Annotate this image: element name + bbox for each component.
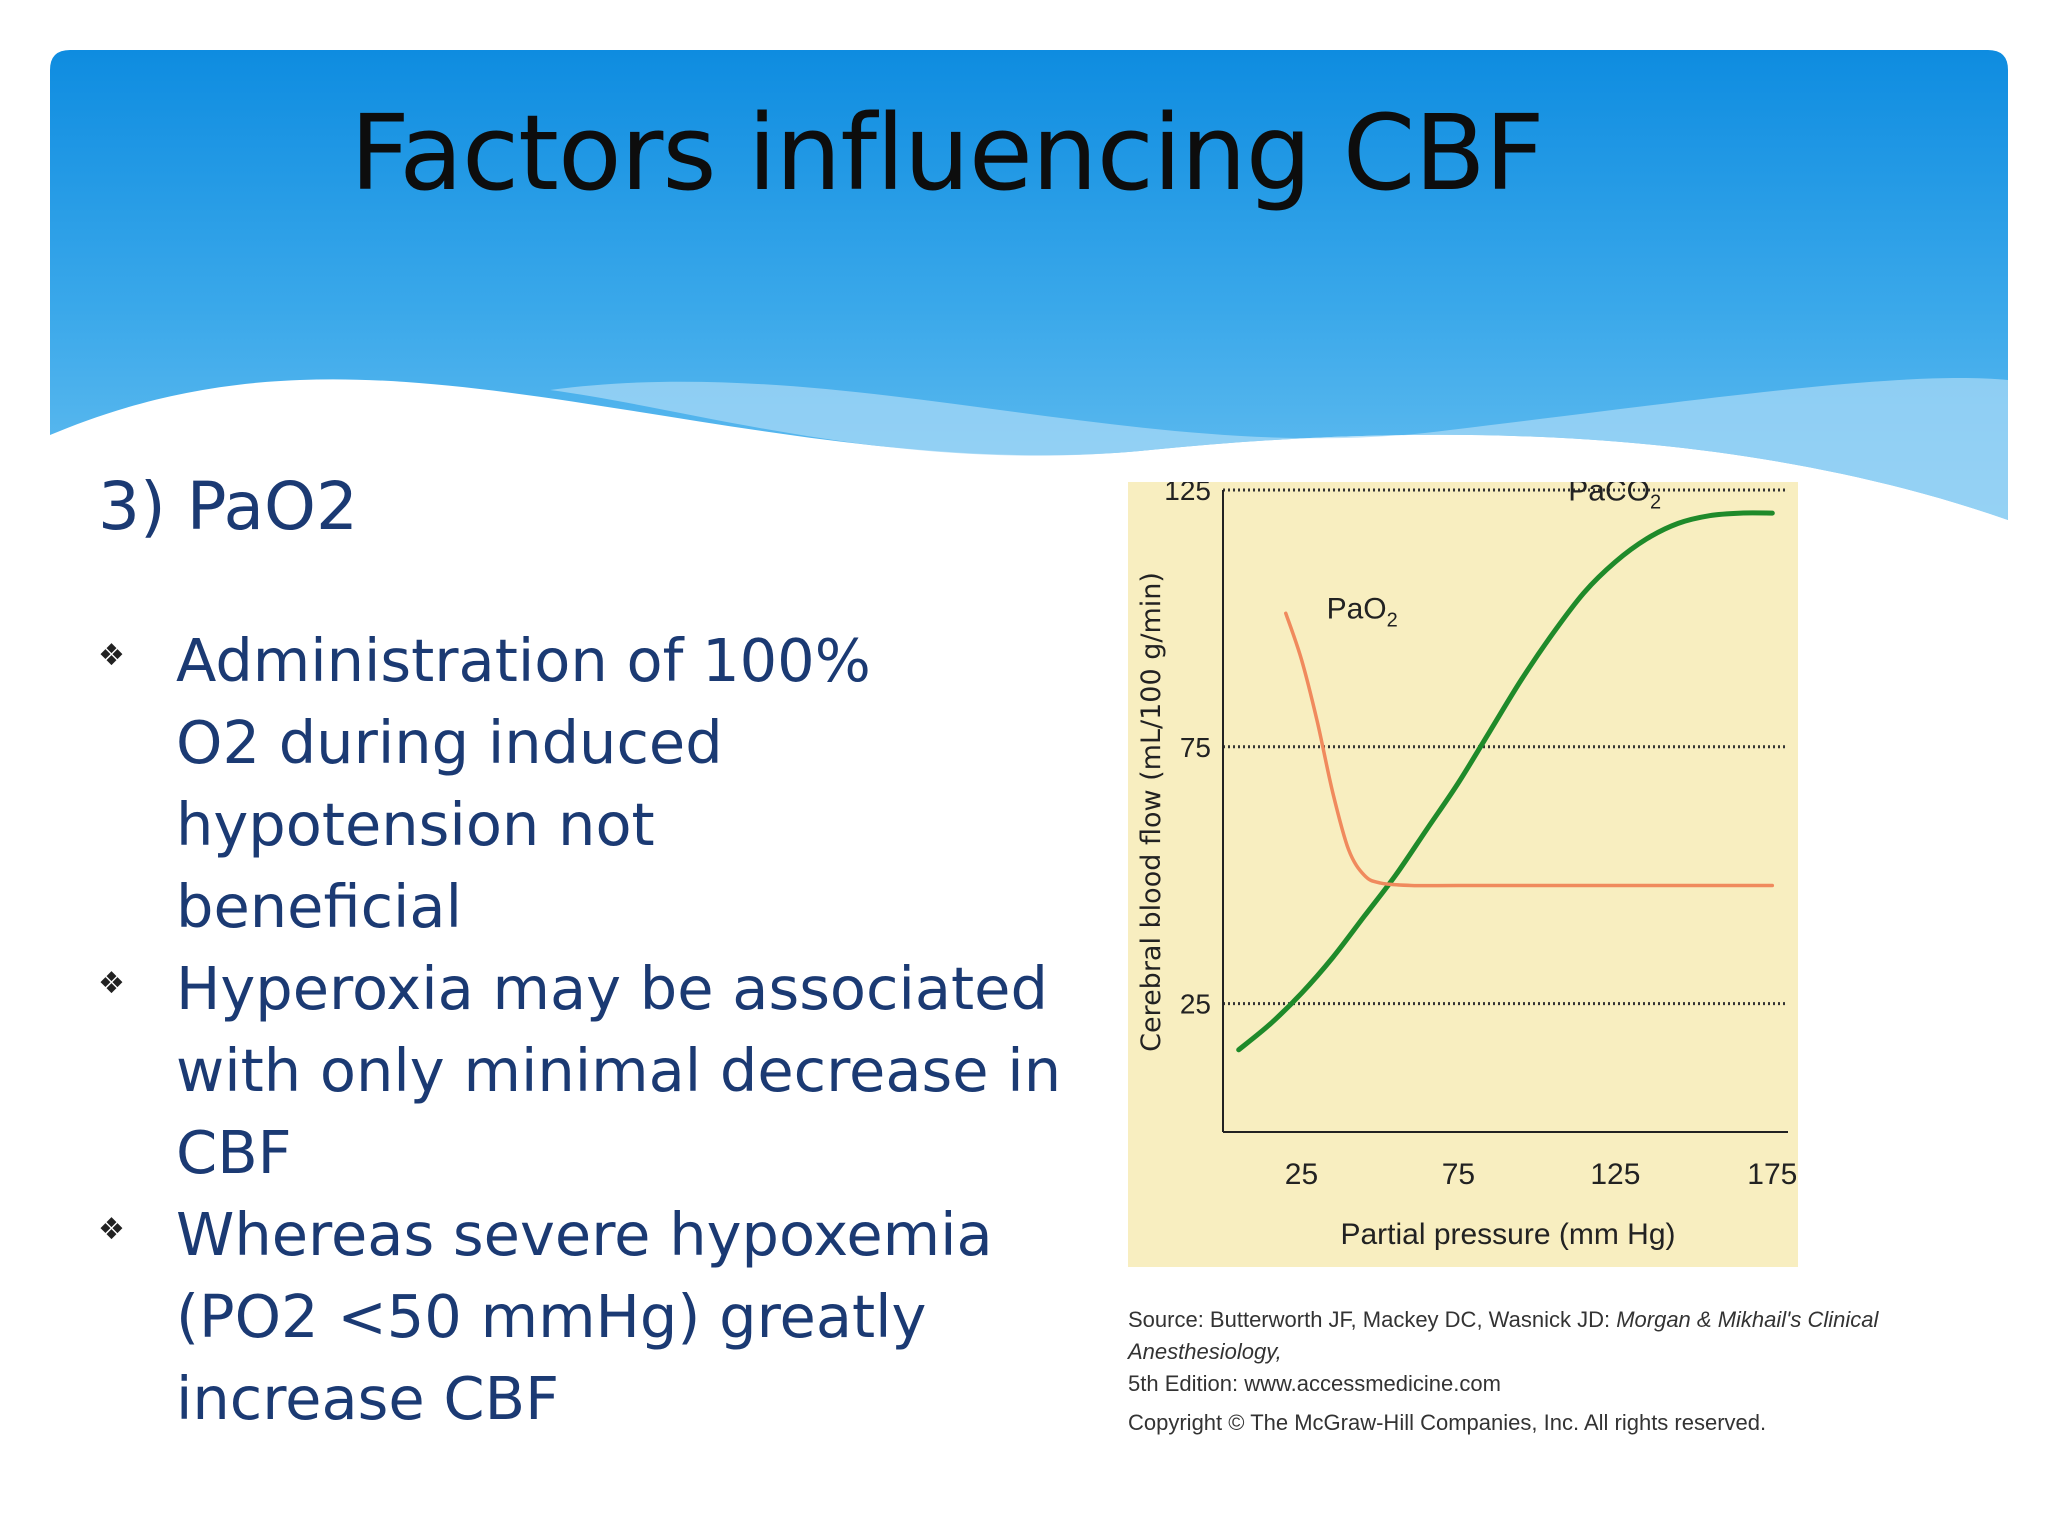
bullet-diamond-icon: ❖: [98, 638, 125, 673]
cbf-figure: PaCO2 PaO2 25 75 125 25 75 125 175 Cerebral blo…: [1128, 482, 1798, 1267]
chart-background: [1128, 482, 1798, 1267]
bullet-text: Administration of 100% O2 during induced…: [176, 626, 871, 941]
series-label-pao2: PaO2: [1327, 592, 1398, 631]
header-banner: [50, 50, 2008, 520]
section-heading: 3) PaO2: [98, 468, 358, 545]
figure-copyright: Copyright © The McGraw-Hill Companies, I…: [1128, 1410, 1767, 1435]
bullet-diamond-icon: ❖: [98, 966, 125, 1001]
x-tick-label: 75: [1442, 1158, 1475, 1191]
y-tick-label: 25: [1180, 989, 1211, 1020]
series-line-paco2: [1236, 510, 1775, 1053]
figure-source: Source: Butterworth JF, Mackey DC, Wasni…: [1128, 1304, 1998, 1400]
bullet-diamond-icon: ❖: [98, 1212, 125, 1247]
source-book-title: Morgan & Mikhail's Clinical Anesthesiolo…: [1128, 1307, 1879, 1364]
x-tick-label: 175: [1747, 1158, 1797, 1191]
y-axis-label: Cerebral blood flow (mL/100 g/min): [1136, 572, 1167, 1052]
x-tick-label: 125: [1590, 1158, 1640, 1191]
source-prefix: Source: Butterworth JF, Mackey DC, Wasni…: [1128, 1307, 1617, 1332]
source-suffix: 5th Edition: www.accessmedicine.com: [1128, 1371, 1501, 1396]
bullet-text: Hyperoxia may be associated with only mi…: [176, 954, 1062, 1187]
slide-title: Factors influencing CBF: [350, 92, 1545, 214]
y-tick-label: 75: [1180, 732, 1211, 763]
bullet-text: Whereas severe hypoxemia (PO2 <50 mmHg) …: [176, 1200, 993, 1433]
x-axis-label: Partial pressure (mm Hg): [1340, 1218, 1675, 1251]
y-tick-label: 125: [1164, 482, 1211, 506]
x-tick-label: 25: [1285, 1158, 1318, 1191]
series-line-pao2: [1284, 611, 1775, 888]
